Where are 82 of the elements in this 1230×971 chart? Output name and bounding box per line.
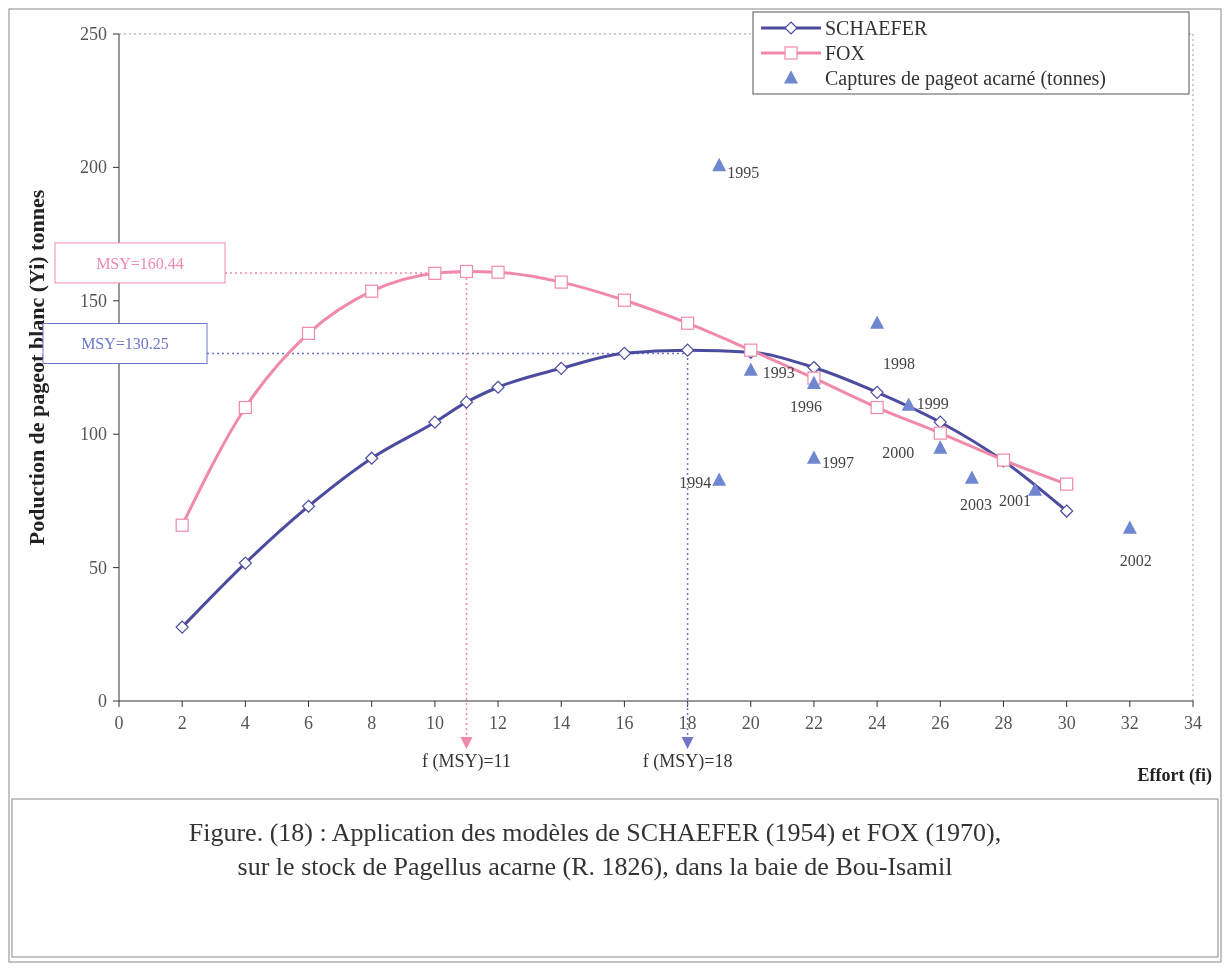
annotation: 2001	[999, 492, 1032, 510]
ref-line-label: MSY=160.44	[96, 254, 184, 272]
x-tick-label: 30	[1057, 713, 1076, 733]
ref-line-label: MSY=130.25	[81, 335, 169, 353]
annotation: 1995	[727, 163, 760, 181]
x-tick-label: 0	[114, 713, 124, 733]
x-tick-label: 2	[177, 713, 187, 733]
x-tick-label: 8	[367, 713, 377, 733]
point	[554, 361, 568, 375]
annotation: 1993	[762, 364, 795, 382]
y-tick-label: 0	[98, 691, 107, 711]
y-tick-label: 100	[80, 424, 107, 445]
x-tick-label: 18	[678, 713, 697, 733]
y-tick-label: 200	[80, 157, 107, 178]
point	[743, 362, 758, 376]
x-tick-label: 26	[931, 713, 950, 733]
x-tick-label: 34	[1184, 713, 1202, 733]
point	[617, 346, 632, 360]
point	[806, 375, 821, 390]
point	[617, 293, 632, 307]
x-tick-label: 14	[552, 713, 571, 733]
x-tick-label: 22	[804, 713, 823, 733]
x-tick-label: 6	[304, 713, 314, 733]
x-tick-label: 24	[868, 713, 887, 733]
point	[806, 450, 821, 464]
point	[901, 397, 916, 411]
annotation: 2003	[959, 496, 992, 514]
x-tick-label: 28	[994, 713, 1013, 733]
annotation: 2002	[1119, 552, 1152, 570]
y-tick-label: 50	[89, 557, 107, 578]
x-axis-title: Effort (fi)	[1137, 765, 1212, 786]
point	[1060, 477, 1074, 491]
point	[459, 395, 474, 409]
ref-line-label: f (MSY)=11	[421, 751, 511, 772]
point	[301, 326, 316, 340]
point	[365, 451, 379, 465]
point	[870, 385, 884, 399]
point	[680, 343, 695, 357]
point	[680, 316, 695, 330]
point	[491, 265, 505, 279]
point	[1060, 504, 1074, 518]
point	[491, 380, 505, 394]
point	[175, 620, 189, 634]
annotation: 1998	[883, 355, 916, 373]
point	[428, 415, 442, 429]
legend-label: Captures de pageot acarné (tonnes)	[825, 67, 1106, 90]
y-tick-label: 150	[80, 290, 107, 311]
point	[1122, 520, 1137, 534]
legend-label: FOX	[825, 42, 866, 64]
ref-line-label: f (MSY)=18	[642, 751, 733, 772]
point	[933, 440, 948, 454]
text: Figure. (18) : Application des modèles de SCHAEFER (1954) et FOX (1970), sur le stock de Pagellus acarne (R. 1826), dans la baie de Bou-Isamil	[188, 818, 1002, 881]
point	[712, 472, 727, 486]
x-tick-label: 4	[240, 713, 250, 733]
point	[1028, 482, 1043, 496]
x-tick-label: 32	[1120, 713, 1139, 733]
point	[712, 157, 727, 172]
annotation: 1999	[916, 395, 949, 413]
y-tick-label: 250	[80, 24, 107, 44]
annotation: 1996	[789, 397, 822, 415]
point	[238, 400, 252, 415]
point	[964, 470, 979, 484]
x-tick-label: 20	[741, 713, 760, 733]
point	[238, 556, 252, 570]
point	[459, 264, 474, 279]
point	[870, 315, 885, 329]
x-tick-label: 12	[489, 713, 508, 733]
annotation: 1997	[821, 454, 854, 472]
annotation: 1994	[679, 474, 712, 492]
point	[175, 518, 189, 532]
point	[365, 284, 379, 298]
point	[428, 266, 442, 280]
point	[933, 426, 947, 440]
point	[301, 499, 316, 513]
legend-label: SCHAEFER	[825, 17, 928, 39]
point	[870, 400, 884, 415]
point	[933, 415, 947, 429]
point	[554, 275, 568, 289]
point	[807, 360, 821, 375]
x-tick-label: 16	[615, 713, 634, 733]
x-tick-label: 10	[425, 713, 444, 733]
annotation: 2000	[882, 444, 915, 462]
